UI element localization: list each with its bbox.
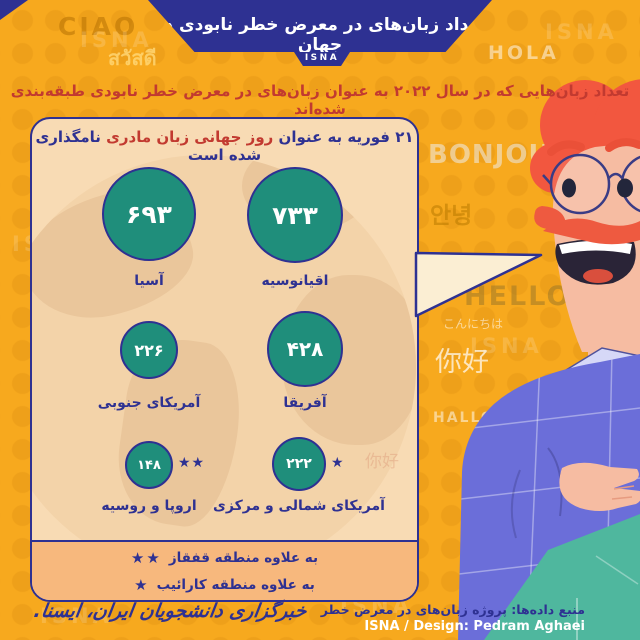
chart-title: ۲۱ فوریه به عنوان روز جهانی زبان مادری ن…: [32, 128, 417, 164]
glasses-icon: [542, 153, 640, 215]
title-banner: تعداد زبان‌های در معرض خطر نابودی در جها…: [148, 0, 492, 52]
page-title: تعداد زبان‌های در معرض خطر نابودی در جها…: [154, 15, 486, 55]
bubble-oceania: ۷۳۳: [247, 167, 343, 263]
star-icon: ★★: [130, 548, 162, 567]
value-south-america: ۲۲۶: [134, 340, 164, 360]
footnote-caribbean: ★ به علاوه منطقه کارائیب: [32, 572, 417, 597]
bubble-africa: ۴۲۸: [267, 311, 343, 387]
footnote-panel: ★★ به علاوه منطقه قفقاز ★ به علاوه منطقه…: [32, 540, 417, 600]
star-icon: ★★: [178, 455, 206, 471]
eyebrow-left: [547, 140, 585, 156]
hand: [559, 462, 640, 511]
data-source: منبع داده‌ها: پروژه زبان‌های در معرض خطر: [320, 602, 585, 617]
footnote-caucasus: ★★ به علاوه منطقه قفقاز: [32, 545, 417, 570]
value-oceania: ۷۳۳: [272, 200, 318, 230]
eye-left: [562, 178, 576, 198]
subtitle: تعداد زبان‌هایی که در سال ۲۰۲۲ به عنوان …: [10, 82, 630, 118]
isna-brand-tab: ISNA: [294, 52, 350, 66]
world-map: [32, 155, 416, 579]
character-illustration: [414, 79, 640, 640]
chart-title-highlight: روز جهانی زبان مادری: [106, 128, 274, 146]
teal-platform: [484, 514, 640, 640]
footnote-text: به علاوه منطقه قفقاز: [168, 549, 319, 566]
bubble-north-central-america: ۲۲۲: [272, 437, 326, 491]
nose: [534, 206, 567, 230]
value-africa: ۴۲۸: [286, 337, 324, 361]
teal-line: [595, 555, 639, 585]
footnote-text: به علاوه منطقه کارائیب: [156, 576, 315, 593]
chart-title-prefix: ۲۱ فوریه به عنوان: [278, 128, 414, 146]
label-north-central-america: آمریکای شمالی و مرکزی: [213, 498, 385, 514]
bubble-south-america: ۲۲۶: [120, 321, 178, 379]
label-south-america: آمریکای جنوبی: [97, 395, 201, 411]
value-europe-russia: ۱۴۸: [137, 457, 161, 473]
chart-title-suffix: نامگذاری شده است: [35, 128, 262, 164]
agency-signature: خبرگزاری دانشجویان ایران، ایسنا.: [32, 600, 308, 622]
speech-bubble: 你好 ۲۱ فوریه به عنوان روز جهانی زبان مادر…: [30, 117, 419, 602]
label-asia: آسیا: [134, 273, 164, 289]
speech-bubble-tail: [414, 251, 543, 318]
sleeve-fold: [510, 469, 521, 539]
star-icon: ★: [134, 575, 150, 594]
eyebrow-right: [605, 138, 640, 152]
star-icon: ★: [331, 455, 345, 471]
label-europe-russia: اروپا و روسیه: [101, 498, 197, 514]
label-oceania: اقیانوسیه: [261, 273, 329, 289]
value-asia: ۶۹۳: [126, 199, 172, 229]
bubble-asia: ۶۹۳: [102, 167, 196, 261]
design-credit: ISNA / Design: Pedram Aghaei: [364, 619, 585, 634]
label-africa: آفریقا: [283, 395, 327, 411]
mustache: [543, 218, 640, 245]
bubble-europe-russia: ۱۴۸: [125, 441, 173, 489]
tongue: [583, 269, 613, 283]
cuff-line: [547, 447, 563, 517]
eye-right: [617, 178, 633, 198]
value-north-central-america: ۲۲۲: [286, 456, 312, 472]
